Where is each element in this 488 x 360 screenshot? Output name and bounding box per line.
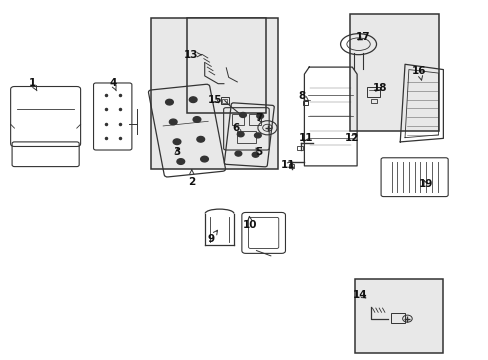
Bar [297,146,303,150]
Text: 15: 15 [207,95,222,104]
Bar [370,99,376,103]
Text: 2: 2 [188,170,195,187]
Text: 6: 6 [232,123,242,135]
Bar [248,114,260,125]
Text: 13: 13 [183,50,201,60]
Bar [303,101,307,105]
Circle shape [193,117,201,122]
Circle shape [197,136,204,142]
Bar [151,18,278,170]
Circle shape [254,133,261,138]
Circle shape [189,97,197,103]
Bar [236,131,256,143]
Bar [232,114,244,125]
Circle shape [169,119,177,125]
Text: 12: 12 [345,133,359,143]
Text: 1: 1 [29,78,37,91]
Bar [288,165,294,168]
Circle shape [177,159,184,165]
Bar [349,14,438,131]
Text: 3: 3 [173,148,181,157]
Circle shape [200,156,208,162]
Bar [220,97,229,104]
Circle shape [165,99,173,105]
Text: 11: 11 [298,133,312,143]
Bar [186,18,265,113]
Circle shape [256,114,263,118]
Text: 8: 8 [298,91,308,101]
Bar [354,279,443,353]
Circle shape [239,112,246,117]
Circle shape [237,132,244,137]
Text: 14: 14 [352,290,367,300]
Circle shape [235,151,241,156]
Text: 7: 7 [255,113,262,123]
Bar [222,99,227,103]
Text: 19: 19 [418,179,432,189]
Text: 17: 17 [355,32,370,42]
Text: 18: 18 [372,82,386,93]
Text: 5: 5 [255,148,262,157]
Text: 11: 11 [280,160,294,170]
Text: 9: 9 [207,230,217,244]
Text: 10: 10 [243,216,257,230]
Bar [366,87,379,98]
Text: 16: 16 [411,66,426,80]
Circle shape [252,152,259,157]
Circle shape [173,139,181,145]
Text: 4: 4 [109,78,116,91]
Bar [390,313,404,323]
